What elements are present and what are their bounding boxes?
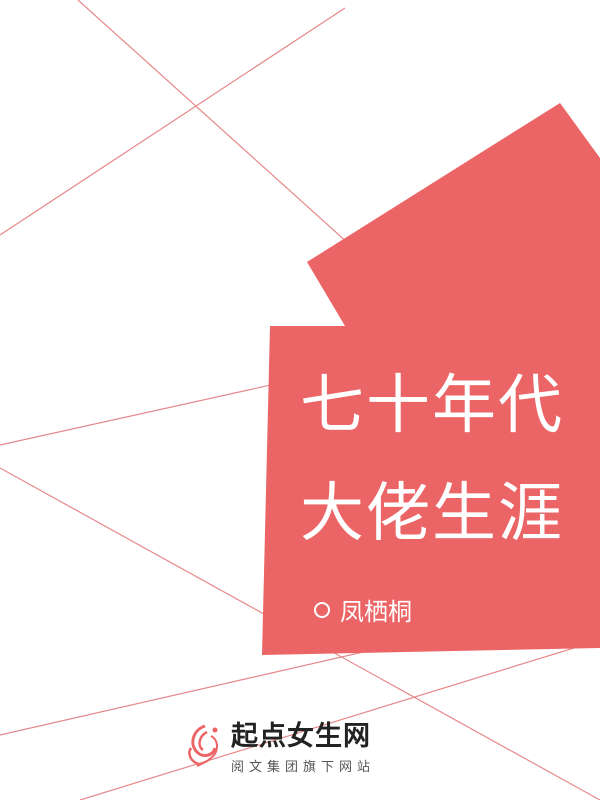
- publisher-name: 起点女生网: [231, 721, 371, 752]
- decorative-line: [79, 639, 600, 800]
- author-byline: 凤栖桐: [314, 592, 412, 627]
- publisher-logo-icon: [188, 724, 218, 767]
- book-title-line-2: 大佬生涯: [300, 477, 564, 551]
- circle-icon: [314, 601, 330, 618]
- book-title-line-1: 七十年代: [300, 369, 564, 443]
- publisher-logo: 起点女生网 阅文集团旗下网站: [185, 722, 375, 775]
- author-name: 凤栖桐: [340, 598, 412, 626]
- accent-shape: [262, 103, 600, 655]
- decorative-line: [0, 7, 346, 236]
- publisher-subtitle: 阅文集团旗下网站: [231, 760, 376, 775]
